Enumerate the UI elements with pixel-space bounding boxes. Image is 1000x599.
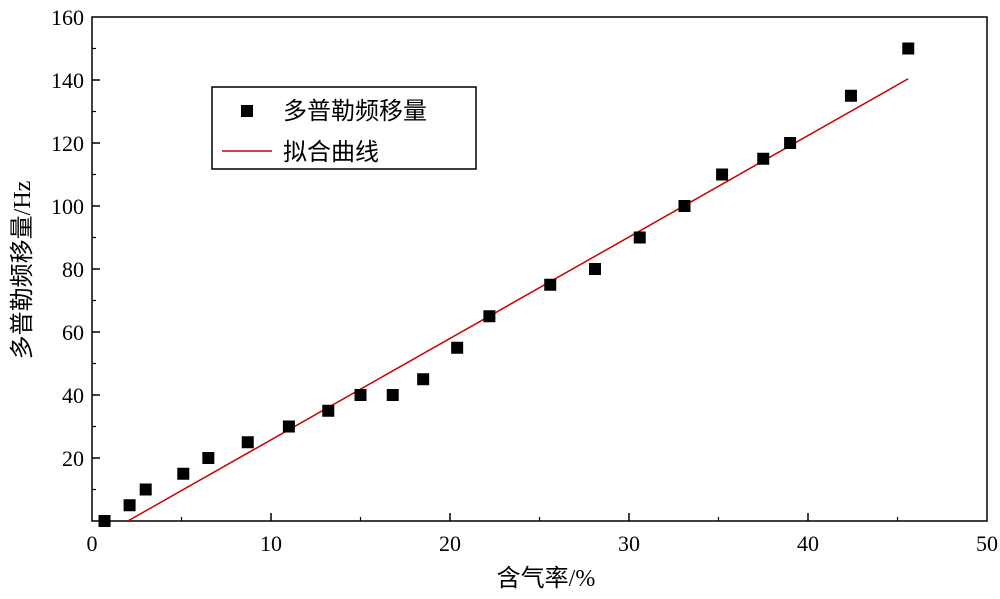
y-tick-label: 100 [51, 194, 84, 219]
y-tick-label: 80 [62, 257, 84, 282]
data-point [98, 515, 111, 527]
legend-marker-square [241, 105, 253, 117]
data-point [757, 152, 770, 165]
x-tick-label: 20 [439, 531, 461, 556]
fit-line-layer [127, 78, 909, 522]
data-point [633, 231, 646, 244]
x-tick-label: 40 [797, 531, 819, 556]
y-tick-label: 120 [51, 131, 84, 156]
data-point [716, 168, 729, 181]
y-tick-label: 140 [51, 68, 84, 93]
data-point [282, 420, 295, 433]
data-point [386, 389, 399, 401]
y-tick-label: 20 [62, 446, 84, 471]
data-point [784, 137, 797, 149]
x-tick-label: 10 [260, 531, 282, 556]
y-axis-ticks: 20 40 60 80 100 120 140 160 [51, 5, 100, 491]
data-point [844, 89, 857, 102]
data-point [139, 483, 152, 496]
x-axis-ticks: 0 10 20 30 40 50 [87, 513, 998, 556]
legend-label-points: 多普勒频移量 [283, 98, 427, 125]
legend-box [211, 86, 477, 170]
y-tick-label: 60 [62, 320, 84, 345]
x-tick-label: 30 [618, 531, 640, 556]
data-point [902, 42, 915, 55]
legend: 多普勒频移量 拟合曲线 [211, 86, 477, 170]
y-axis-label: 多普勒频移量/Hz [9, 181, 36, 360]
y-tick-label: 40 [62, 383, 84, 408]
data-point [322, 404, 335, 417]
data-point [544, 278, 557, 291]
y-tick-label: 160 [51, 5, 84, 30]
legend-label-fit: 拟合曲线 [283, 139, 379, 166]
data-point [354, 389, 367, 401]
x-axis-label: 含气率/% [497, 565, 596, 592]
data-point [417, 373, 430, 386]
fit-line [127, 78, 909, 522]
data-point [678, 200, 691, 212]
data-points-layer [98, 42, 915, 527]
data-point [202, 452, 215, 464]
data-point [588, 263, 601, 275]
data-point [451, 341, 464, 354]
data-point [177, 467, 190, 480]
data-point [241, 436, 254, 449]
x-tick-label: 50 [976, 531, 998, 556]
data-point [123, 499, 136, 512]
data-point [483, 310, 496, 323]
x-tick-label: 0 [87, 531, 98, 556]
